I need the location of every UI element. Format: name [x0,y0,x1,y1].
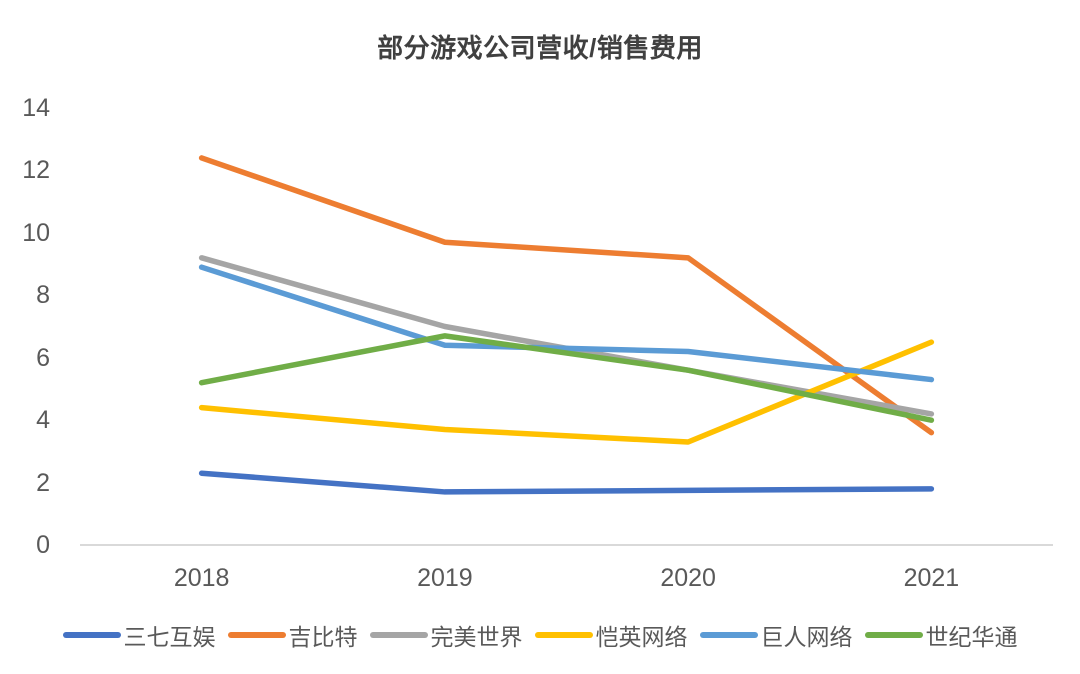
legend-item-世纪华通: 世纪华通 [864,618,1018,652]
legend-swatch-icon [699,632,758,638]
legend-item-完美世界: 完美世界 [369,618,523,652]
legend: 三七互娱 吉比特 完美世界 恺英网络 巨人网络 世纪华通 [0,618,1080,652]
legend-label: 完美世界 [430,624,523,650]
series-line-巨人网络 [198,264,935,383]
legend-label: 三七互娱 [123,624,216,650]
y-tick-label: 2 [36,468,50,497]
x-tick-label: 2021 [903,564,960,592]
y-axis: 0 2 4 6 8 10 12 14 [0,0,50,674]
series-line-世纪华通 [198,333,935,423]
series-line-三七互娱 [198,470,935,495]
legend-swatch-icon [369,632,428,638]
legend-label: 巨人网络 [760,624,853,650]
y-tick-label: 6 [36,343,50,372]
y-tick-label: 8 [36,281,50,310]
x-tick-label: 2020 [660,564,716,592]
legend-swatch-icon [227,632,286,638]
y-tick-label: 4 [36,406,50,435]
legend-item-三七互娱: 三七互娱 [62,618,216,652]
legend-swatch-icon [864,632,923,638]
legend-label: 吉比特 [288,624,358,650]
series-line-吉比特 [198,155,935,436]
legend-item-吉比特: 吉比特 [227,618,358,652]
legend-label: 恺英网络 [595,624,688,650]
y-tick-label: 12 [22,156,50,185]
series-line-完美世界 [198,255,935,417]
legend-item-恺英网络: 恺英网络 [534,618,688,652]
y-tick-label: 14 [22,94,50,122]
chart-title: 部分游戏公司营收/销售费用 [377,33,703,63]
y-tick-label: 0 [36,531,50,559]
x-tick-label: 2018 [173,564,230,592]
x-tick-label: 2019 [417,564,473,592]
series-line-恺英网络 [198,339,935,445]
y-tick-label: 10 [22,218,50,247]
legend-label: 世纪华通 [925,624,1018,650]
legend-swatch-icon [534,632,593,638]
legend-item-巨人网络: 巨人网络 [699,618,853,652]
legend-swatch-icon [62,632,121,638]
